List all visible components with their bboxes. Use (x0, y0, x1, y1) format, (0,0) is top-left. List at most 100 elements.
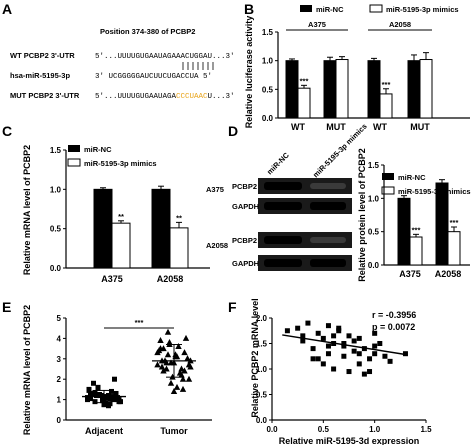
significance-label: ** (118, 212, 124, 221)
panel-a: A Position 374-380 of PCBP2 WT PCBP2 3'-… (2, 1, 235, 101)
point-tumor (179, 375, 187, 382)
point-tumor (167, 359, 175, 366)
x-tick-label: WT (373, 122, 387, 132)
scatter-point (341, 341, 347, 346)
y-axis-label: Relative mRNA level of PCBP2 (22, 305, 32, 435)
western-blots: miR-NC miR-5195-3p mimicsPCBP2GAPDHPCBP2G… (206, 122, 369, 271)
scatter-point (331, 366, 337, 372)
y-tick-label: 0.0 (256, 416, 268, 425)
band-nc (264, 259, 302, 267)
x-tick-label: 0.0 (266, 425, 278, 434)
y-tick-label: 1.0 (368, 194, 380, 203)
point-adjacent (92, 399, 98, 405)
legend-swatch-mimic (369, 4, 383, 13)
scatter-point (284, 328, 290, 334)
scatter-point (356, 335, 362, 341)
blot-band-label: PCBP2 (232, 182, 257, 191)
scatter-point (351, 348, 357, 354)
legend-swatch-nc (68, 145, 80, 152)
mut-seq: 5'...UUUUGUGAAUAGACCCUAACU...3' (95, 93, 235, 101)
point-tumor (167, 379, 175, 386)
panel-e: E 0 1 2 3 4 5 Relative mRNA level of PCBP2 Adja… (2, 299, 212, 436)
panel-a-letter: A (2, 1, 12, 17)
x-tick-label: A2058 (157, 274, 184, 284)
point-adjacent (88, 396, 93, 402)
y-tick-label: 2 (57, 375, 62, 384)
bar-mimic (335, 59, 349, 119)
significance-label: ** (176, 213, 182, 222)
y-tick-label: 0.0 (50, 264, 62, 273)
point-tumor (184, 355, 191, 362)
point-adjacent (95, 385, 101, 391)
point-tumor (182, 334, 190, 341)
y-tick-label: 0.5 (368, 228, 380, 237)
bar-mimic (379, 93, 393, 119)
significance-label: *** (450, 218, 459, 227)
point-tumor (181, 349, 188, 356)
legend-swatch-nc (382, 173, 394, 180)
scatter-point (367, 369, 373, 375)
y-tick-label: 0.5 (50, 225, 62, 234)
y-tick-label: 0.0 (368, 261, 380, 270)
y-tick-label: 1.0 (262, 57, 274, 66)
x-tick-label: 1.0 (369, 425, 381, 434)
point-adjacent (85, 397, 90, 403)
bar-nc (93, 188, 113, 269)
x-tick-label: 1.5 (420, 425, 432, 434)
point-tumor (160, 345, 167, 352)
point-adjacent (98, 393, 104, 399)
bar-nc (151, 188, 171, 269)
legend-label-mimic: miR-5195-3p mimics (386, 5, 459, 14)
scatter-point (336, 328, 342, 334)
bar-mimic (409, 236, 423, 266)
y-tick-label: 1.5 (50, 146, 62, 155)
scatter-point (331, 333, 337, 339)
scatter-point (310, 356, 316, 362)
y-tick-label: 0.5 (256, 391, 268, 400)
scatter-point (387, 358, 393, 364)
point-tumor (176, 369, 184, 376)
scatter-point (346, 369, 352, 375)
x-tick-label: A375 (399, 269, 421, 279)
legend-label-nc: miR-NC (398, 173, 426, 182)
point-tumor (154, 361, 161, 368)
point-adjacent (112, 376, 117, 382)
scatter-point (320, 335, 326, 341)
x-tick-label: Tumor (160, 426, 188, 436)
scatter-point (300, 333, 306, 339)
scatter-point (325, 323, 331, 329)
y-tick-label: 1.5 (256, 340, 268, 349)
bar-mimic (447, 231, 461, 266)
scatter-point (315, 330, 321, 336)
scatter-point (320, 361, 326, 367)
point-tumor (160, 367, 167, 374)
panel-f-letter: F (228, 299, 237, 315)
blot-band-label: PCBP2 (232, 236, 257, 245)
band-nc (264, 236, 302, 244)
y-tick-label: 1.0 (256, 365, 268, 374)
bar-mimic (297, 87, 311, 119)
y-tick-label: 0 (57, 416, 62, 425)
panel-c-letter: C (2, 123, 12, 139)
annotation-r: r = -0.3956 (372, 310, 416, 320)
bar-nc (397, 197, 411, 266)
blot-column-label-nc: miR-NC (265, 150, 291, 176)
x-tick-label: MUT (326, 122, 346, 132)
y-axis-label: Relative PCBP2 mRNA level (250, 298, 260, 417)
panel-e-letter: E (2, 299, 11, 315)
y-tick-label: 5 (57, 314, 62, 323)
panel-b-letter: B (244, 1, 254, 17)
band-nc (264, 182, 302, 190)
scatter-point (325, 343, 331, 349)
bar-nc (285, 60, 299, 119)
mut-seq-mutated: CCCUAAC (176, 93, 208, 101)
band-mimic (310, 202, 346, 210)
point-adjacent (116, 399, 122, 405)
point-tumor (154, 349, 161, 356)
bar-mimic (111, 222, 131, 269)
significance-label: *** (300, 76, 309, 85)
point-tumor (185, 361, 193, 368)
y-tick-label: 3 (57, 355, 62, 364)
x-tick-label: WT (291, 122, 305, 132)
